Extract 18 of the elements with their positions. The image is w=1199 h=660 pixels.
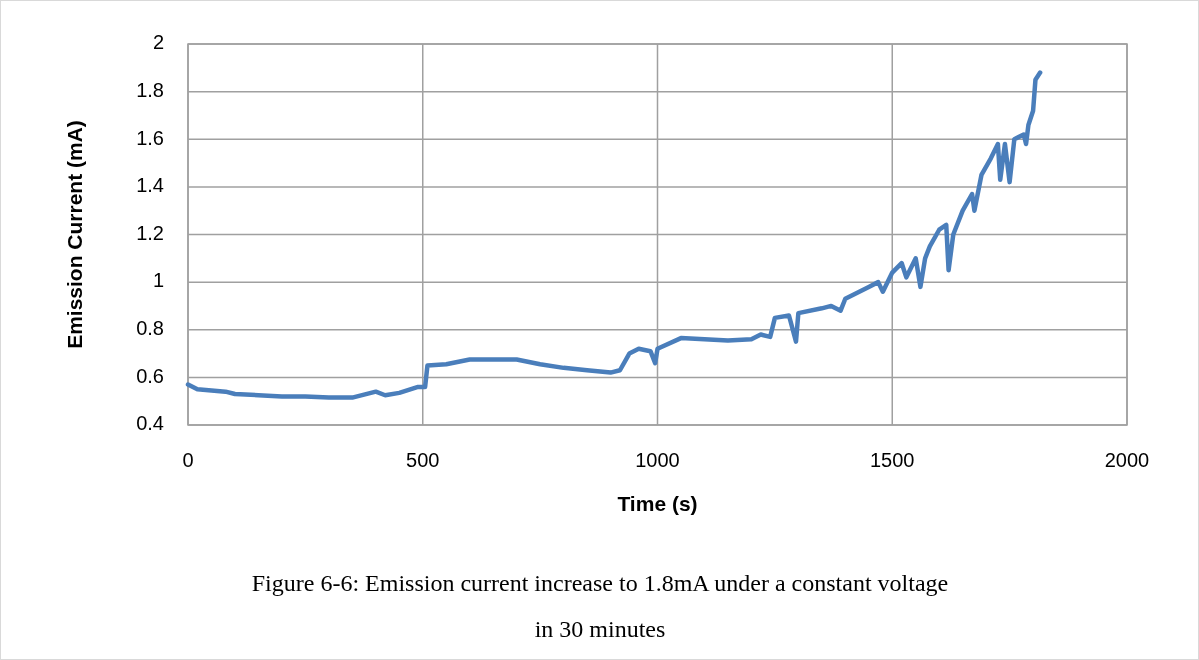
- line-series: [185, 70, 1043, 400]
- x-tick-label: 500: [406, 449, 440, 471]
- y-tick-label: 1.4: [136, 174, 164, 197]
- y-tick-label: 1.8: [136, 78, 164, 101]
- y-axis-title: Emission Current (mA): [63, 120, 86, 349]
- y-tick-label: 0.4: [136, 412, 164, 435]
- y-tick-label: 1.2: [136, 221, 164, 244]
- x-tick-label: 2000: [1104, 449, 1150, 471]
- y-tick-label: 0.8: [136, 317, 164, 340]
- y-tick-label: 2: [152, 31, 164, 54]
- x-axis-title: Time (s): [617, 492, 698, 515]
- caption: Figure 6-6: Emission current increase to 1.8mA under a constant voltage in 30 minutes: [250, 569, 950, 644]
- y-tick-label: 0.6: [136, 364, 164, 387]
- y-tick-label: 1: [152, 269, 164, 292]
- x-tick-label: 1000: [635, 449, 680, 471]
- y-tick-label: 1.6: [136, 126, 164, 149]
- x-tick-label: 0: [182, 449, 194, 471]
- x-tick-label: 1500: [870, 449, 915, 471]
